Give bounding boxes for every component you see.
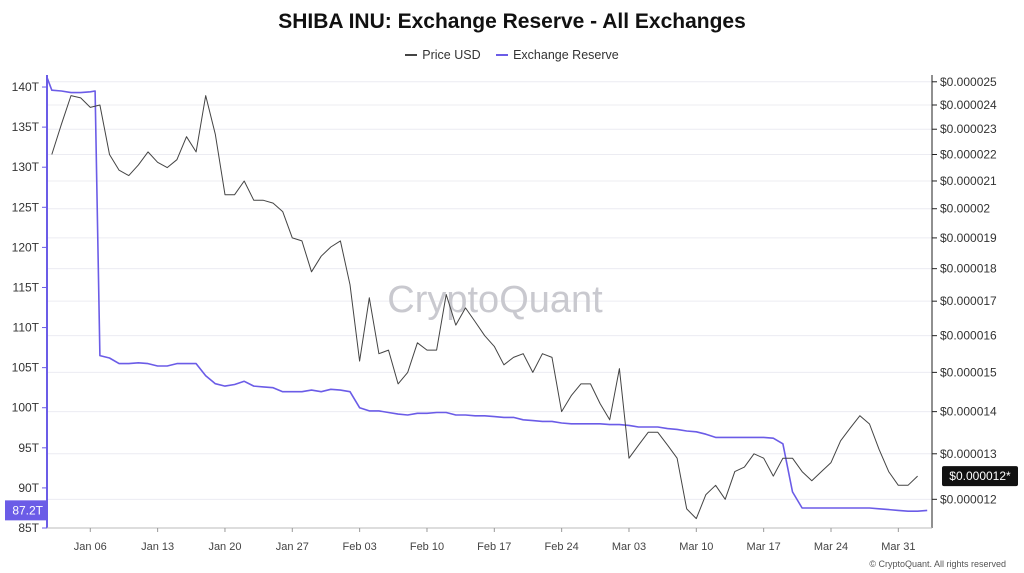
left-tick-label: 105T [12, 361, 40, 375]
x-tick-label: Mar 10 [679, 541, 713, 553]
right-tick-label: $0.000016 [940, 329, 997, 343]
right-tick-label: $0.000022 [940, 148, 997, 162]
left-tick-label: 110T [13, 321, 40, 335]
x-tick-label: Mar 03 [612, 541, 646, 553]
right-tick-label: $0.000012 [940, 492, 997, 506]
x-tick-label: Feb 10 [410, 541, 444, 553]
legend-item-price[interactable]: Price USD [405, 48, 481, 62]
right-tick-label: $0.000017 [940, 294, 997, 308]
legend-swatch-price [405, 54, 418, 56]
x-tick-label: Mar 17 [747, 541, 781, 553]
x-tick-label: Mar 31 [881, 541, 915, 553]
x-tick-label: Jan 20 [208, 541, 241, 553]
x-tick-label: Mar 24 [814, 541, 848, 553]
right-tick-label: $0.000024 [940, 98, 997, 112]
watermark: CryptoQuant [387, 279, 603, 321]
legend-swatch-reserve [496, 54, 509, 56]
left-tick-label: 125T [12, 200, 40, 214]
right-tick-label: $0.000021 [940, 174, 997, 188]
left-tick-label: 130T [12, 160, 40, 174]
left-tick-label: 100T [12, 401, 40, 415]
price-current-badge [942, 466, 1018, 487]
series-lines [46, 77, 928, 520]
series-line-price-usd[interactable] [51, 95, 918, 520]
price-current-value: $0.000012* [949, 469, 1011, 483]
right-tick-label: $0.000018 [940, 262, 997, 276]
right-tick-label: $0.000019 [940, 231, 997, 245]
x-tick-label: Jan 13 [141, 541, 174, 553]
copyright-credit: © CryptoQuant. All rights reserved [869, 559, 1006, 569]
axes [42, 75, 937, 532]
reserve-current-value: 87.2T [12, 503, 43, 517]
right-tick-label: $0.000014 [940, 405, 997, 419]
left-tick-label: 85T [18, 521, 39, 535]
series-line-exchange-reserve[interactable] [46, 77, 928, 513]
x-tick-label: Feb 17 [477, 541, 511, 553]
right-tick-label: $0.000013 [940, 447, 997, 461]
x-tick-label: Jan 06 [74, 541, 107, 553]
x-tick-label: Feb 03 [343, 541, 377, 553]
right-tick-label: $0.000025 [940, 75, 997, 89]
left-tick-label: 135T [12, 120, 40, 134]
left-tick-label: 115T [13, 280, 40, 294]
grid-lines [47, 81, 932, 500]
right-tick-label: $0.00002 [940, 202, 990, 216]
legend: Price USD Exchange Reserve [0, 45, 1024, 62]
tick-labels: 85T 90T 95T 100T 105T 110T 115T 120T 125T 130T 135… [12, 75, 997, 553]
value-badges: 87.2T $0.000012* [5, 466, 1018, 521]
left-tick-label: 120T [12, 240, 40, 254]
legend-item-reserve[interactable]: Exchange Reserve [496, 48, 619, 62]
left-tick-label: 90T [18, 481, 39, 495]
legend-label-price: Price USD [422, 48, 481, 62]
right-tick-label: $0.000015 [940, 365, 997, 379]
right-tick-label: $0.000023 [940, 122, 997, 136]
legend-label-reserve: Exchange Reserve [513, 48, 619, 62]
left-tick-label: 140T [12, 80, 40, 94]
reserve-current-badge [5, 500, 47, 521]
x-tick-label: Feb 24 [545, 541, 579, 553]
chart-title: SHIBA INU: Exchange Reserve - All Exchan… [278, 10, 746, 33]
left-tick-label: 95T [18, 441, 39, 455]
x-tick-label: Jan 27 [276, 541, 309, 553]
